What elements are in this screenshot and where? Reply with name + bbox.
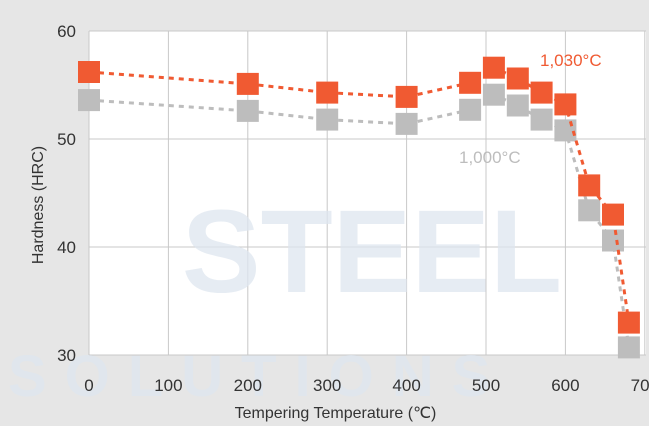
tick-labels: 0 100 200 300 400 500 600 700 30 40 50 60	[57, 22, 649, 395]
data-point	[316, 108, 339, 131]
x-tick-label: 300	[313, 376, 341, 395]
watermark: STEEL SOLUTIONS	[8, 186, 562, 409]
x-tick-label: 100	[154, 376, 182, 395]
data-point	[578, 199, 601, 222]
data-point	[578, 174, 601, 197]
data-point	[506, 67, 529, 90]
data-point	[482, 56, 505, 79]
data-point	[236, 99, 259, 122]
data-point	[617, 336, 640, 359]
data-point	[78, 89, 100, 112]
x-tick-label: 0	[84, 376, 93, 395]
data-point	[602, 203, 624, 226]
x-tick-label: 500	[472, 376, 500, 395]
plot-area	[89, 31, 646, 355]
data-point	[530, 108, 553, 131]
data-point	[530, 81, 553, 104]
data-point	[506, 94, 529, 117]
data-point	[554, 119, 577, 142]
series-label-1030: 1,030°C	[540, 51, 602, 70]
x-tick-label: 200	[234, 376, 262, 395]
data-point	[395, 112, 418, 135]
y-tick-label: 50	[57, 130, 76, 149]
x-tick-label: 600	[551, 376, 579, 395]
data-point	[459, 98, 482, 121]
data-point	[459, 71, 482, 94]
series-label-1000: 1,000°C	[459, 148, 521, 167]
series-layer	[78, 56, 640, 359]
y-tick-label: 40	[57, 238, 76, 257]
data-point	[395, 85, 418, 108]
x-tick-label: 700	[631, 376, 649, 395]
series-1030	[78, 56, 640, 334]
watermark-steel: STEEL	[182, 186, 562, 318]
data-point	[554, 93, 577, 116]
y-tick-label: 60	[57, 22, 76, 41]
x-tick-label: 400	[392, 376, 420, 395]
data-point	[602, 229, 624, 252]
x-axis-title: Tempering Temperature (℃)	[235, 405, 437, 422]
data-point	[236, 72, 259, 95]
data-point	[316, 81, 339, 104]
y-tick-label: 30	[57, 346, 76, 365]
y-axis-title: Hardness (HRC)	[30, 146, 47, 264]
watermark-solutions: SOLUTIONS	[8, 344, 508, 409]
data-point	[482, 83, 505, 106]
data-point	[617, 311, 640, 334]
series-1000	[78, 83, 640, 359]
data-point	[78, 61, 100, 83]
